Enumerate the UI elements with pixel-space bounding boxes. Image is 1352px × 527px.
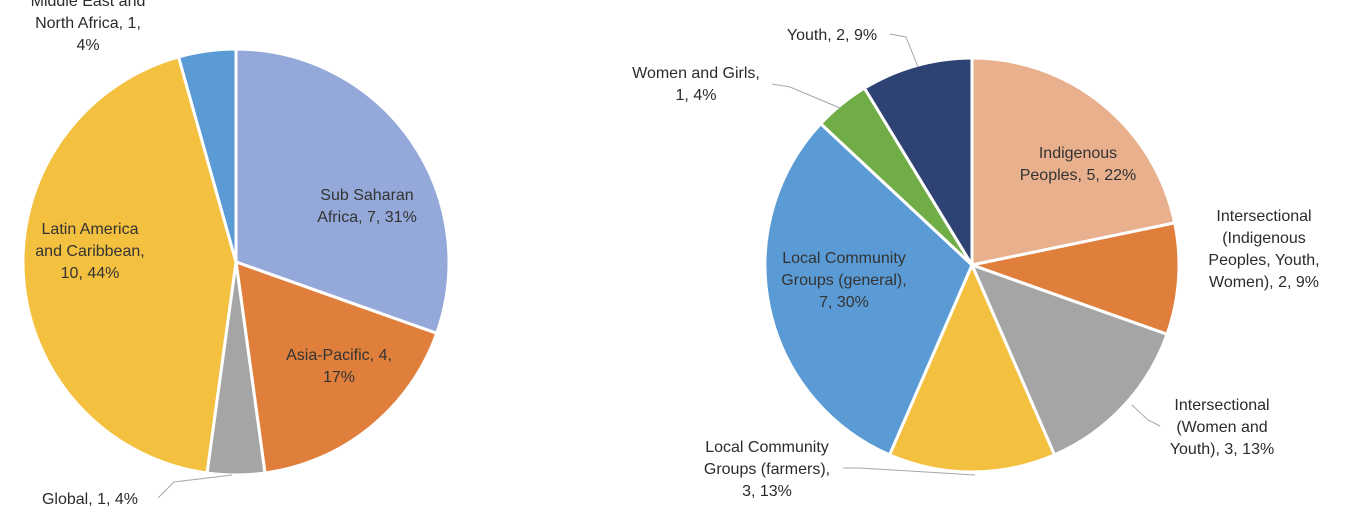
- data-label-women-and-girls: Women and Girls, 1, 4%: [632, 65, 760, 104]
- data-label-latin-america-and-caribbean: Latin America and Caribbean, 10, 44%: [35, 221, 144, 282]
- leader-line-youth: [889, 33, 919, 68]
- pie-slice-intersectional-indigenous-peoples-youth-women: [970, 221, 1181, 336]
- pie-slice-indigenous-peoples: [970, 56, 1177, 267]
- data-label-global: Global, 1, 4%: [42, 491, 138, 508]
- pie-chart-regions: Sub Saharan Africa, 7, 31% Asia-Pacific, 4…: [21, 0, 451, 508]
- leader-line-intersectional-women-and-youth: [1131, 404, 1161, 427]
- data-label-sub-saharan-africa: Sub Saharan Africa, 7, 31%: [317, 187, 417, 226]
- pie-slice-intersectional-women-and-youth: [970, 263, 1169, 457]
- pie-chart-groups: Indigenous Peoples, 5, 22% Intersectional(…: [632, 27, 1319, 500]
- pie-slice-local-community-groups-general: [763, 122, 974, 457]
- data-label-local-community-groups-general: Local Community Groups (general), 7, 30%: [781, 250, 906, 311]
- leader-line-local-community-groups-farmers: [843, 467, 976, 476]
- pie-slice-middle-east-and-north-africa: [177, 47, 238, 264]
- leader-line-women-and-girls: [771, 83, 841, 109]
- data-label-indigenous-peoples: Indigenous Peoples, 5, 22%: [1020, 145, 1137, 184]
- pie-slice-youth: [862, 56, 974, 267]
- pie-slice-local-community-groups-farmers: [888, 263, 1056, 474]
- pie-slice-asia-pacific: [234, 260, 439, 475]
- data-label-youth: Youth, 2, 9%: [787, 27, 877, 44]
- data-label-local-community-groups-farmers: Local Community Groups (farmers), 3, 13%: [704, 439, 830, 500]
- data-label-intersectional-women-and-youth: Intersectional (Women and Youth), 3, 13%: [1170, 397, 1274, 458]
- data-label-asia-pacific: Asia-Pacific, 4, 17%: [286, 347, 392, 386]
- pie-slice-latin-america-and-caribbean: [21, 55, 238, 475]
- pie-slice-sub-saharan-africa: [234, 47, 451, 335]
- data-label-intersectional-indigenous-peoples-youth-women: Intersectional (Indigenous Peoples, Youth,…: [1208, 208, 1319, 291]
- leader-line-global: [157, 474, 233, 499]
- data-label-middle-east-and-north-africa: Middle East and North Africa, 1, 4%: [31, 0, 146, 54]
